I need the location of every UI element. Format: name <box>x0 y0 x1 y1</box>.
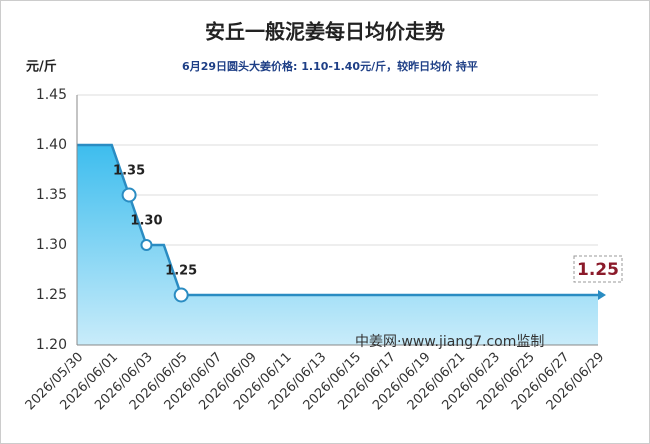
chart-title: 安丘一般泥姜每日均价走势 <box>205 20 445 44</box>
last-value-label: 1.25 <box>577 260 619 280</box>
point-marker <box>173 287 189 303</box>
y-tick-label: 1.40 <box>36 137 67 153</box>
point-marker <box>140 239 153 251</box>
line-arrow <box>598 290 606 300</box>
line <box>77 143 598 297</box>
data-label: 1.35 <box>113 164 145 179</box>
y-tick-label: 1.20 <box>36 337 67 353</box>
point-marker <box>121 187 137 203</box>
watermark: 中姜网·www.jiang7.com监制 <box>355 334 544 350</box>
y-tick-label: 1.45 <box>36 87 67 103</box>
data-label: 1.30 <box>130 214 162 229</box>
y-tick-label: 1.25 <box>36 287 67 303</box>
y-tick-label: 1.35 <box>36 187 67 203</box>
last-value-box <box>573 255 623 283</box>
y-tick-label: 1.30 <box>36 237 67 253</box>
data-label: 1.25 <box>165 264 197 279</box>
y-axis-label: 元/斤 <box>26 59 57 75</box>
chart-subtitle: 6月29日圆头大姜价格: 1.10-1.40元/斤，较昨日均价 持平 <box>182 59 478 73</box>
